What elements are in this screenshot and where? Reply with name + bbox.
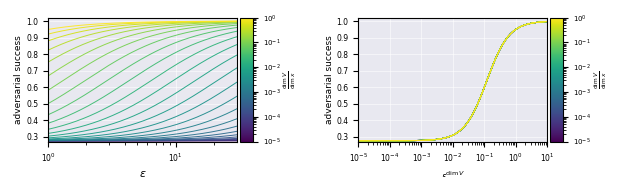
Y-axis label: adversarial success: adversarial success <box>324 35 334 124</box>
X-axis label: $\varepsilon\frac{\mathrm{dim}\,V}{\mathrm{dim}\,x}$: $\varepsilon\frac{\mathrm{dim}\,V}{\math… <box>440 169 465 177</box>
X-axis label: $\varepsilon$: $\varepsilon$ <box>139 169 146 177</box>
Y-axis label: $\frac{\mathrm{dim}\,V}{\mathrm{dim}\,x}$: $\frac{\mathrm{dim}\,V}{\mathrm{dim}\,x}… <box>282 70 298 89</box>
Y-axis label: adversarial success: adversarial success <box>14 35 24 124</box>
Y-axis label: $\frac{\mathrm{dim}\,V}{\mathrm{dim}\,x}$: $\frac{\mathrm{dim}\,V}{\mathrm{dim}\,x}… <box>592 70 609 89</box>
